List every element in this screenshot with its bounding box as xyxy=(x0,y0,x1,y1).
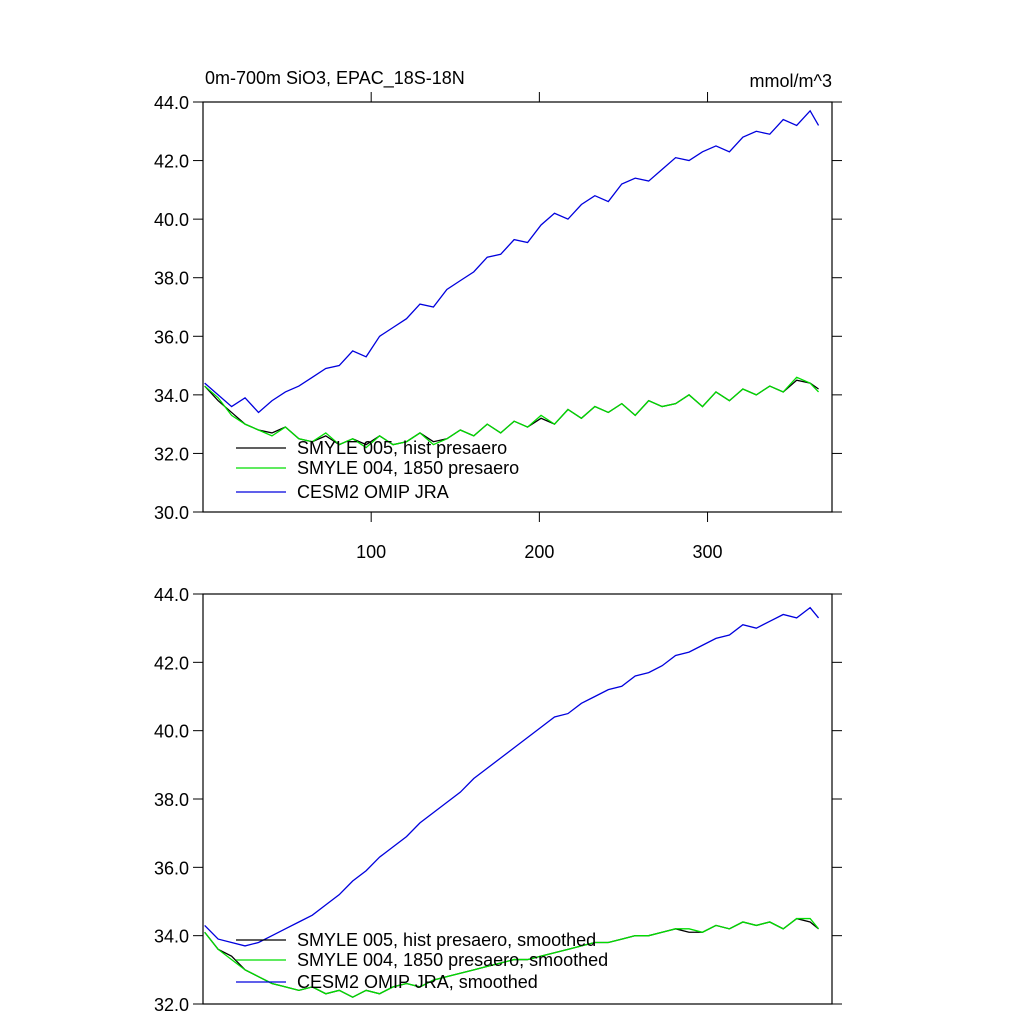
y-tick-label: 38.0 xyxy=(154,790,189,810)
data-line xyxy=(204,379,819,446)
y-tick-label: 40.0 xyxy=(154,722,189,742)
y-tick-label: 30.0 xyxy=(154,503,189,523)
y-tick-label: 44.0 xyxy=(154,93,189,113)
legend-label: SMYLE 005, hist presaero, smoothed xyxy=(297,930,596,950)
y-tick-label: 36.0 xyxy=(154,858,189,878)
legend-label: SMYLE 005, hist presaero xyxy=(297,438,507,458)
units-label: mmol/m^3 xyxy=(750,71,832,91)
data-line xyxy=(204,109,820,414)
y-tick-label: 36.0 xyxy=(154,327,189,347)
y-tick-label: 32.0 xyxy=(154,995,189,1015)
legend-label: SMYLE 004, 1850 presaero, smoothed xyxy=(297,950,608,970)
y-tick-label: 40.0 xyxy=(154,210,189,230)
y-tick-label: 44.0 xyxy=(154,585,189,605)
plot-frame xyxy=(202,101,833,513)
y-tick-label: 32.0 xyxy=(154,444,189,464)
chart-title: 0m-700m SiO3, EPAC_18S-18N xyxy=(205,68,465,89)
legend-label: CESM2 OMIP JRA, smoothed xyxy=(297,972,538,992)
data-line xyxy=(204,917,820,998)
x-tick-label: 300 xyxy=(693,542,723,562)
y-tick-label: 34.0 xyxy=(154,386,189,406)
x-tick-label: 100 xyxy=(356,542,386,562)
legend-label: CESM2 OMIP JRA xyxy=(297,482,449,502)
data-line xyxy=(204,376,820,449)
y-tick-label: 42.0 xyxy=(154,653,189,673)
y-tick-label: 42.0 xyxy=(154,152,189,172)
legend-label: SMYLE 004, 1850 presaero xyxy=(297,458,519,478)
y-tick-label: 38.0 xyxy=(154,269,189,289)
y-tick-label: 34.0 xyxy=(154,927,189,947)
x-tick-label: 200 xyxy=(524,542,554,562)
data-line xyxy=(204,606,820,947)
